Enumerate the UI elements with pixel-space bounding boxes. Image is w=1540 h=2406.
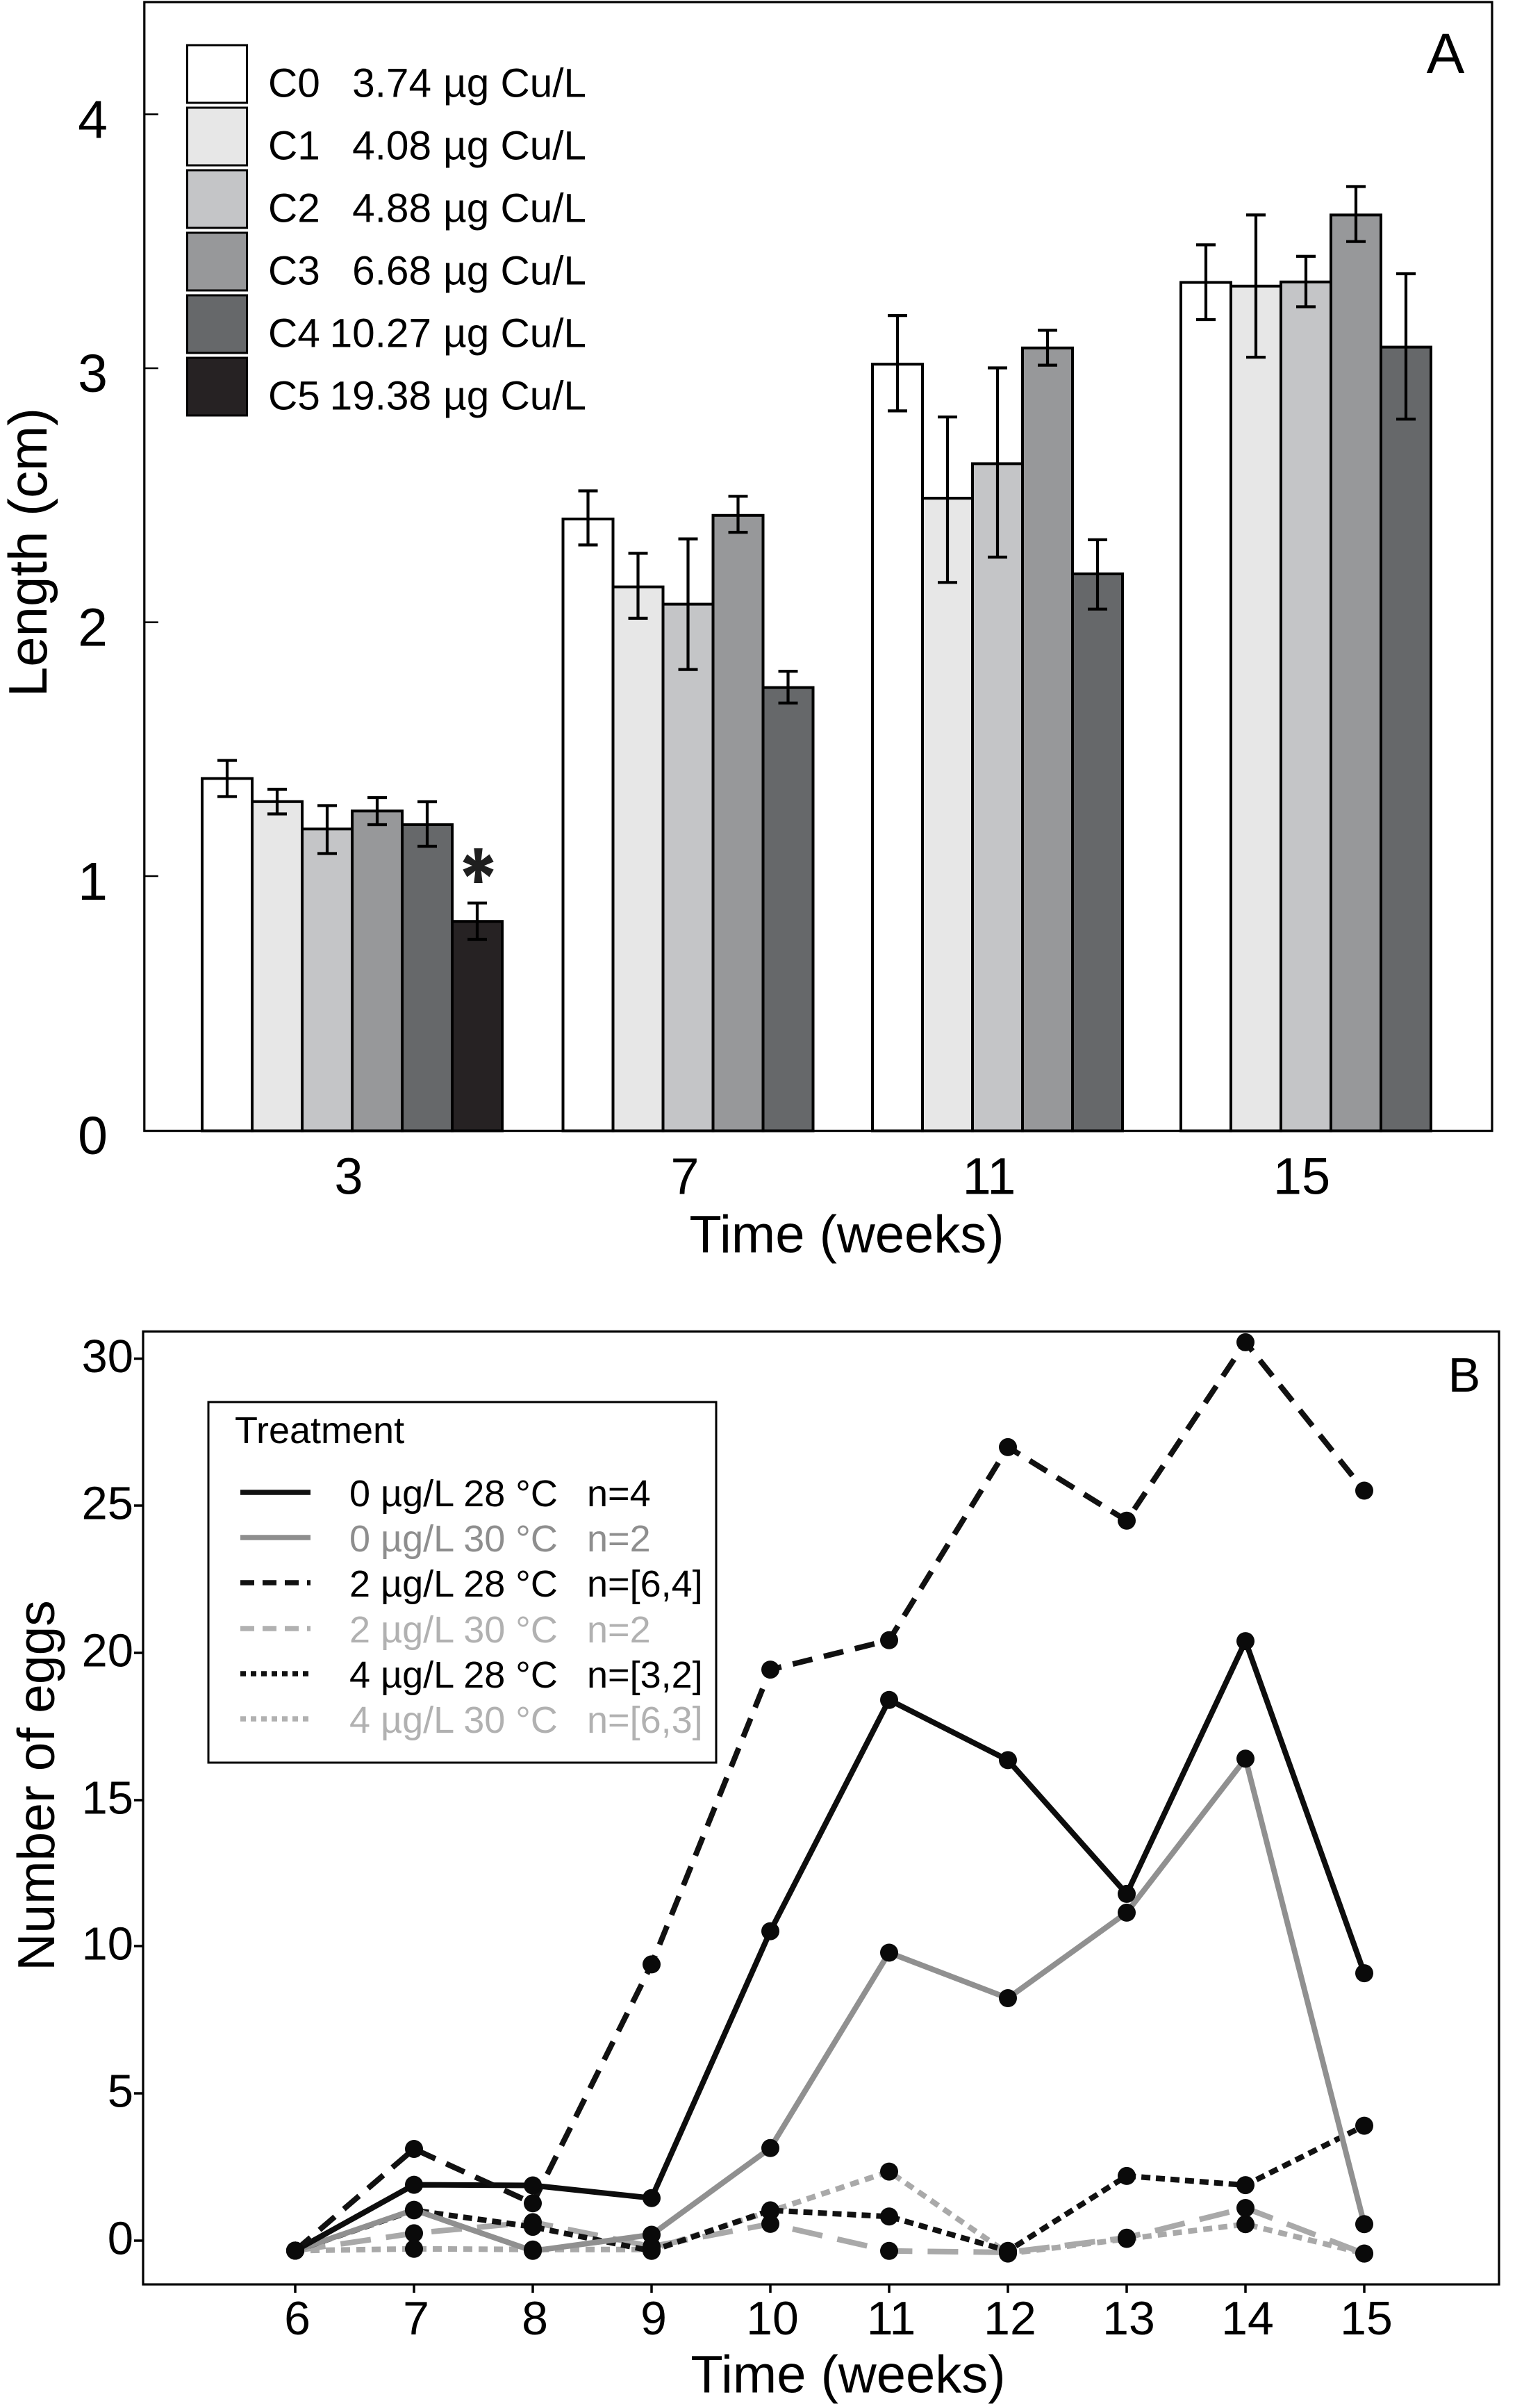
svg-text:3: 3 (334, 1148, 363, 1205)
svg-text:8: 8 (522, 2292, 548, 2345)
svg-text:2: 2 (78, 598, 108, 658)
svg-text:n=[3,2]: n=[3,2] (587, 1654, 703, 1696)
svg-text:30: 30 (81, 1330, 133, 1383)
svg-text:9: 9 (640, 2292, 667, 2345)
svg-text:B: B (1448, 1348, 1481, 1402)
svg-text:Treatment: Treatment (235, 1410, 404, 1451)
svg-text:n=2: n=2 (587, 1518, 651, 1560)
svg-text:Time (weeks): Time (weeks) (690, 2346, 1005, 2405)
svg-text:n=4: n=4 (587, 1473, 651, 1515)
svg-text:n=[6,3]: n=[6,3] (587, 1699, 703, 1741)
svg-text:19.38: 19.38 (330, 374, 431, 419)
svg-text:10: 10 (746, 2292, 799, 2345)
svg-text:11: 11 (867, 2292, 916, 2345)
svg-text:Number of eggs: Number of eggs (7, 1600, 65, 1971)
svg-text:15: 15 (1340, 2292, 1393, 2345)
svg-text:6.68: 6.68 (352, 249, 431, 294)
svg-text:0 µg/L 30 °C: 0 µg/L 30 °C (349, 1518, 558, 1560)
svg-text:4: 4 (78, 90, 108, 150)
svg-text:Time (weeks): Time (weeks) (689, 1205, 1004, 1264)
svg-text:C4: C4 (268, 311, 320, 356)
svg-text:C0: C0 (268, 61, 320, 106)
svg-text:4 µg/L 30 °C: 4 µg/L 30 °C (349, 1699, 558, 1741)
svg-text:4.08: 4.08 (352, 124, 431, 169)
svg-text:13: 13 (1102, 2292, 1155, 2345)
svg-text:n=[6,4]: n=[6,4] (587, 1563, 703, 1605)
svg-text:12: 12 (984, 2292, 1036, 2345)
svg-text:C3: C3 (268, 249, 320, 294)
svg-text:C5: C5 (268, 374, 320, 419)
svg-text:µg Cu/L: µg Cu/L (443, 186, 586, 231)
svg-text:C2: C2 (268, 186, 320, 231)
svg-text:µg Cu/L: µg Cu/L (443, 124, 586, 169)
svg-text:µg Cu/L: µg Cu/L (443, 249, 586, 294)
svg-text:0: 0 (108, 2213, 133, 2265)
svg-text:7: 7 (403, 2292, 429, 2345)
svg-text:A: A (1427, 22, 1465, 85)
svg-text:n=2: n=2 (587, 1609, 651, 1651)
svg-text:µg Cu/L: µg Cu/L (443, 374, 586, 419)
svg-text:10: 10 (81, 1918, 133, 1970)
svg-text:6: 6 (284, 2292, 311, 2345)
svg-text:1: 1 (78, 852, 108, 912)
svg-text:15: 15 (81, 1772, 133, 1824)
svg-text:4.88: 4.88 (352, 186, 431, 231)
svg-text:15: 15 (1273, 1148, 1330, 1205)
svg-text:3.74: 3.74 (352, 61, 431, 106)
svg-text:2 µg/L 28 °C: 2 µg/L 28 °C (349, 1563, 558, 1605)
svg-text:2 µg/L 30 °C: 2 µg/L 30 °C (349, 1609, 558, 1651)
svg-text:0 µg/L 28 °C: 0 µg/L 28 °C (349, 1473, 558, 1515)
svg-text:µg Cu/L: µg Cu/L (443, 61, 586, 106)
svg-text:10.27: 10.27 (330, 311, 431, 356)
svg-text:14: 14 (1221, 2292, 1274, 2345)
svg-text:0: 0 (78, 1106, 108, 1166)
svg-text:11: 11 (963, 1148, 1016, 1205)
svg-text:µg Cu/L: µg Cu/L (443, 311, 586, 356)
svg-text:Length (cm): Length (cm) (0, 408, 58, 697)
svg-text:25: 25 (81, 1478, 133, 1530)
svg-text:5: 5 (108, 2066, 133, 2118)
svg-text:7: 7 (670, 1148, 699, 1205)
svg-text:C1: C1 (268, 124, 320, 169)
svg-text:20: 20 (81, 1625, 133, 1677)
svg-text:3: 3 (78, 344, 108, 404)
svg-text:4 µg/L 28 °C: 4 µg/L 28 °C (349, 1654, 558, 1696)
